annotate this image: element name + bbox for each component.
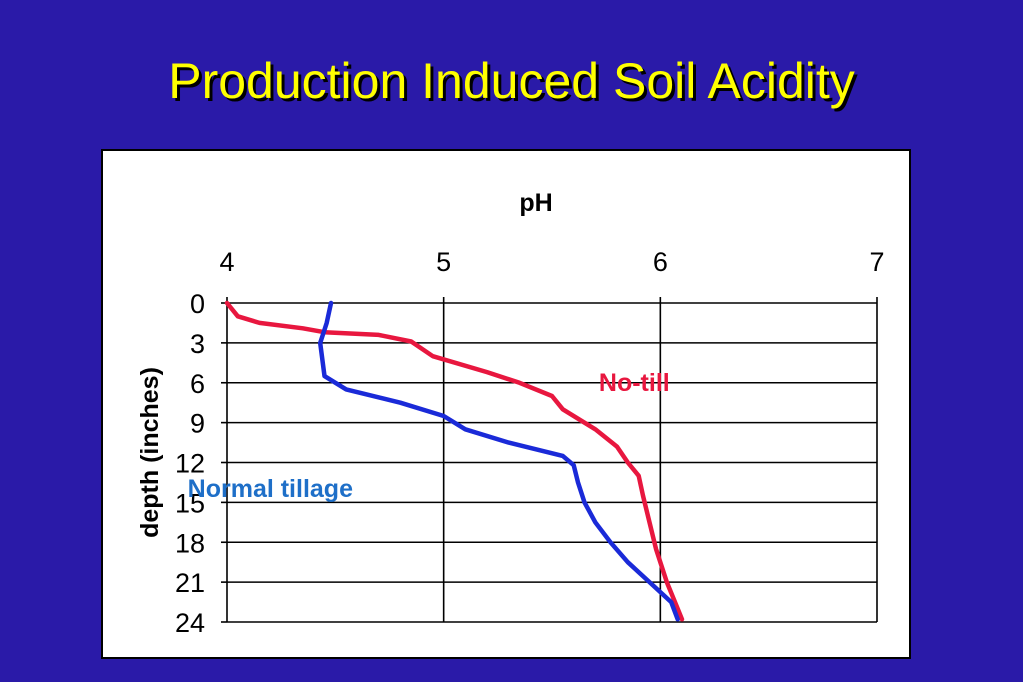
y-tick-label-6: 6 — [190, 369, 205, 399]
y-axis-title: depth (inches) — [136, 367, 164, 538]
chart-panel: 0 3 6 9 12 15 18 21 24 4 5 6 7 pH depth (inches) No-til… — [101, 149, 911, 659]
x-tick-label-6: 6 — [653, 247, 668, 277]
annotation-normal-tillage: Normal tillage — [188, 475, 353, 503]
y-tick-label-12: 12 — [175, 449, 205, 479]
slide-title: Production Induced Soil Acidity — [168, 53, 855, 109]
y-tick-label-3: 3 — [190, 329, 205, 359]
y-tick-label-21: 21 — [175, 568, 205, 598]
series-line-normal-tillage — [317, 300, 680, 622]
x-tick-label-7: 7 — [869, 247, 884, 277]
series-line-no-till — [224, 300, 685, 622]
x-tick-label-5: 5 — [436, 247, 451, 277]
x-tick-label-4: 4 — [219, 247, 234, 277]
annotation-no-till: No-till — [599, 369, 670, 397]
y-tick-label-0: 0 — [190, 289, 205, 319]
y-tick-label-18: 18 — [175, 528, 205, 558]
y-tick-label-9: 9 — [190, 409, 205, 439]
x-axis-title: pH — [519, 189, 552, 217]
y-tick-label-15: 15 — [175, 488, 205, 518]
y-tick-label-24: 24 — [175, 608, 205, 638]
ph-depth-chart: 0 3 6 9 12 15 18 21 24 4 5 6 7 pH depth (inches) No-til… — [136, 189, 885, 638]
